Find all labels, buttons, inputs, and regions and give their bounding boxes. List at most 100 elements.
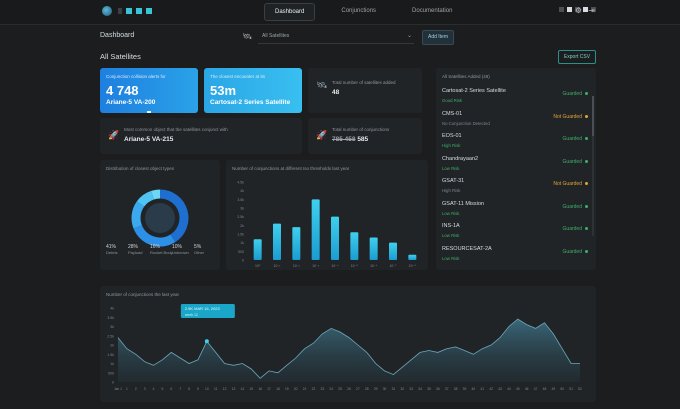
x-tick-label: 10 xyxy=(205,387,209,391)
satellite-list-item[interactable]: GSAT-11 Mission Low Risk Guarded xyxy=(442,201,590,223)
area-line[interactable] xyxy=(117,318,580,379)
satellite-icon: 🛰 xyxy=(316,80,328,90)
x-tick-label: 23 xyxy=(321,387,325,391)
satellite-name: Cartosat-2 Series Satellite xyxy=(442,88,506,94)
x-tick-label: 12 xyxy=(223,387,227,391)
satellite-risk: Low Risk xyxy=(442,233,460,238)
satellite-risk: High Risk xyxy=(442,188,461,193)
donut-legend-item: 28% Payload xyxy=(128,244,142,255)
panel-title: Number of conjunctions at different Iso … xyxy=(232,166,350,171)
add-item-button[interactable]: Add Item xyxy=(422,30,454,45)
x-tick-label: 2 xyxy=(135,387,137,391)
card-value: Ariane-5 VA-215 xyxy=(124,136,174,143)
satellite-list-item[interactable]: RESOURCESAT-2A Low Risk Guarded xyxy=(442,246,590,268)
satellite-name: RESOURCESAT-2A xyxy=(442,245,492,252)
window-indicators xyxy=(559,7,596,12)
indicator-dot xyxy=(575,7,580,12)
x-tick-label: 37 xyxy=(445,387,449,391)
x-tick-label: 41 xyxy=(480,387,484,391)
status-dot xyxy=(585,249,588,253)
donut-segment[interactable] xyxy=(151,189,161,200)
x-tick-label: 38 xyxy=(454,387,458,391)
x-tick-label: 36 xyxy=(436,387,440,391)
indicator-dot xyxy=(591,7,596,12)
legend-label: Other xyxy=(194,250,205,255)
export-csv-button[interactable]: Export CSV xyxy=(558,50,596,64)
y-tick-label: 500 xyxy=(108,371,114,375)
status-dot xyxy=(585,92,588,95)
guard-status: Not Guarded xyxy=(553,113,582,120)
guard-status: Guarded xyxy=(562,248,582,255)
globe-logo-icon[interactable] xyxy=(102,6,112,16)
y-tick-label: 3k xyxy=(240,207,244,211)
x-tick-label: 31 xyxy=(392,387,396,391)
card-value: 48 xyxy=(332,89,340,96)
bar[interactable] xyxy=(292,227,301,260)
bar[interactable] xyxy=(369,237,378,260)
bar[interactable] xyxy=(408,254,417,260)
legend-label: Unknown xyxy=(172,250,189,255)
logout-icon[interactable]: ⇥ xyxy=(588,6,595,15)
donut-legend-item: 41% Debris xyxy=(106,244,118,255)
satellite-list-item[interactable]: CMS-01 No Conjunction Detected Not Guarded xyxy=(442,111,590,133)
x-tick-label: 47 xyxy=(534,387,538,391)
area-chart-panel: Number of conjunctions the last year 4k 3… xyxy=(100,286,596,402)
legend-percent: 28% xyxy=(128,244,139,250)
donut-segment[interactable] xyxy=(133,224,176,247)
legend-percent: 5% xyxy=(194,244,202,250)
tooltip-marker[interactable] xyxy=(204,339,209,344)
bar[interactable] xyxy=(389,242,397,260)
satellite-list-item[interactable]: Cartosat-2 Series Satellite Good Risk Guar… xyxy=(442,88,590,110)
legend-percent: 41% xyxy=(106,244,117,250)
scrollbar[interactable] xyxy=(592,96,594,236)
collision-alerts-card[interactable]: Conjunction collision alerts for 4 748 A… xyxy=(100,68,198,113)
scrollbar-thumb[interactable] xyxy=(592,96,594,136)
card-subtitle: Ariane-5 VA-200 xyxy=(106,99,156,106)
x-tick-label: 19 xyxy=(285,387,289,391)
donut-segment[interactable] xyxy=(131,201,145,229)
x-tick-label: 4 xyxy=(153,387,155,391)
satellite-list-item[interactable]: Chandrayaan2 Low Risk Guarded xyxy=(442,156,590,178)
donut-segment[interactable] xyxy=(136,190,155,207)
new-value: 585 xyxy=(357,136,369,143)
bar[interactable] xyxy=(253,239,262,260)
tab-conjunctions[interactable]: Conjunctions xyxy=(341,8,377,14)
y-tick-label: 1.5k xyxy=(237,233,244,237)
x-tick-label: 33 xyxy=(409,387,413,391)
x-tick-label: 8 xyxy=(188,387,190,391)
card-subtitle: Cartosat-2 Series Satellite xyxy=(210,99,291,106)
satellite-name: Chandrayaan2 xyxy=(442,155,479,162)
x-tick-label: 10⁻⁶ xyxy=(370,264,378,268)
satellite-select[interactable]: All Satellites ⌄ xyxy=(258,30,414,44)
guard-status: Guarded xyxy=(562,158,582,165)
y-tick-label: 1.5k xyxy=(107,353,114,357)
satellite-list-item[interactable]: INS-1A Low Risk Guarded xyxy=(442,223,590,245)
card-label: Total number of satellites added xyxy=(332,80,396,85)
bar[interactable] xyxy=(350,232,359,260)
status-dot xyxy=(585,137,588,140)
x-tick-label: 10⁻² xyxy=(293,264,301,268)
closest-encounter-card[interactable]: The closest encounter at its 53m Cartosa… xyxy=(204,68,302,113)
satellite-list-item[interactable]: GSAT-31 High Risk Not Guarded xyxy=(442,178,590,200)
x-tick-label: 17 xyxy=(267,387,271,391)
guard-status: Not Guarded xyxy=(553,181,582,187)
x-tick-label: 14 xyxy=(241,387,245,391)
donut-legend-item: 5% Other xyxy=(194,244,204,255)
card-value: 4 748 xyxy=(106,83,139,98)
settings-gear-icon[interactable]: ⚙ xyxy=(574,6,583,15)
guard-status: Guarded xyxy=(562,203,582,210)
x-tick-label: 10⁰ xyxy=(255,264,261,268)
tab-documentation[interactable]: Documentation xyxy=(412,8,453,14)
x-tick-label: 24 xyxy=(329,387,333,391)
bar[interactable] xyxy=(331,216,339,260)
satellite-list-item[interactable]: EOS-01 High Risk Guarded xyxy=(442,133,590,155)
page-title: Dashboard xyxy=(100,32,135,39)
tab-dashboard[interactable]: Dashboard xyxy=(264,3,316,21)
x-tick-label: 27 xyxy=(356,387,360,391)
donut-segment[interactable] xyxy=(159,189,189,243)
bar[interactable] xyxy=(273,223,281,260)
donut-legend-item: 10% Unknown xyxy=(172,244,189,255)
y-tick-label: 2k xyxy=(240,224,244,228)
panel-title: Number of conjunctions the last year xyxy=(106,292,180,297)
bar[interactable] xyxy=(311,199,320,260)
